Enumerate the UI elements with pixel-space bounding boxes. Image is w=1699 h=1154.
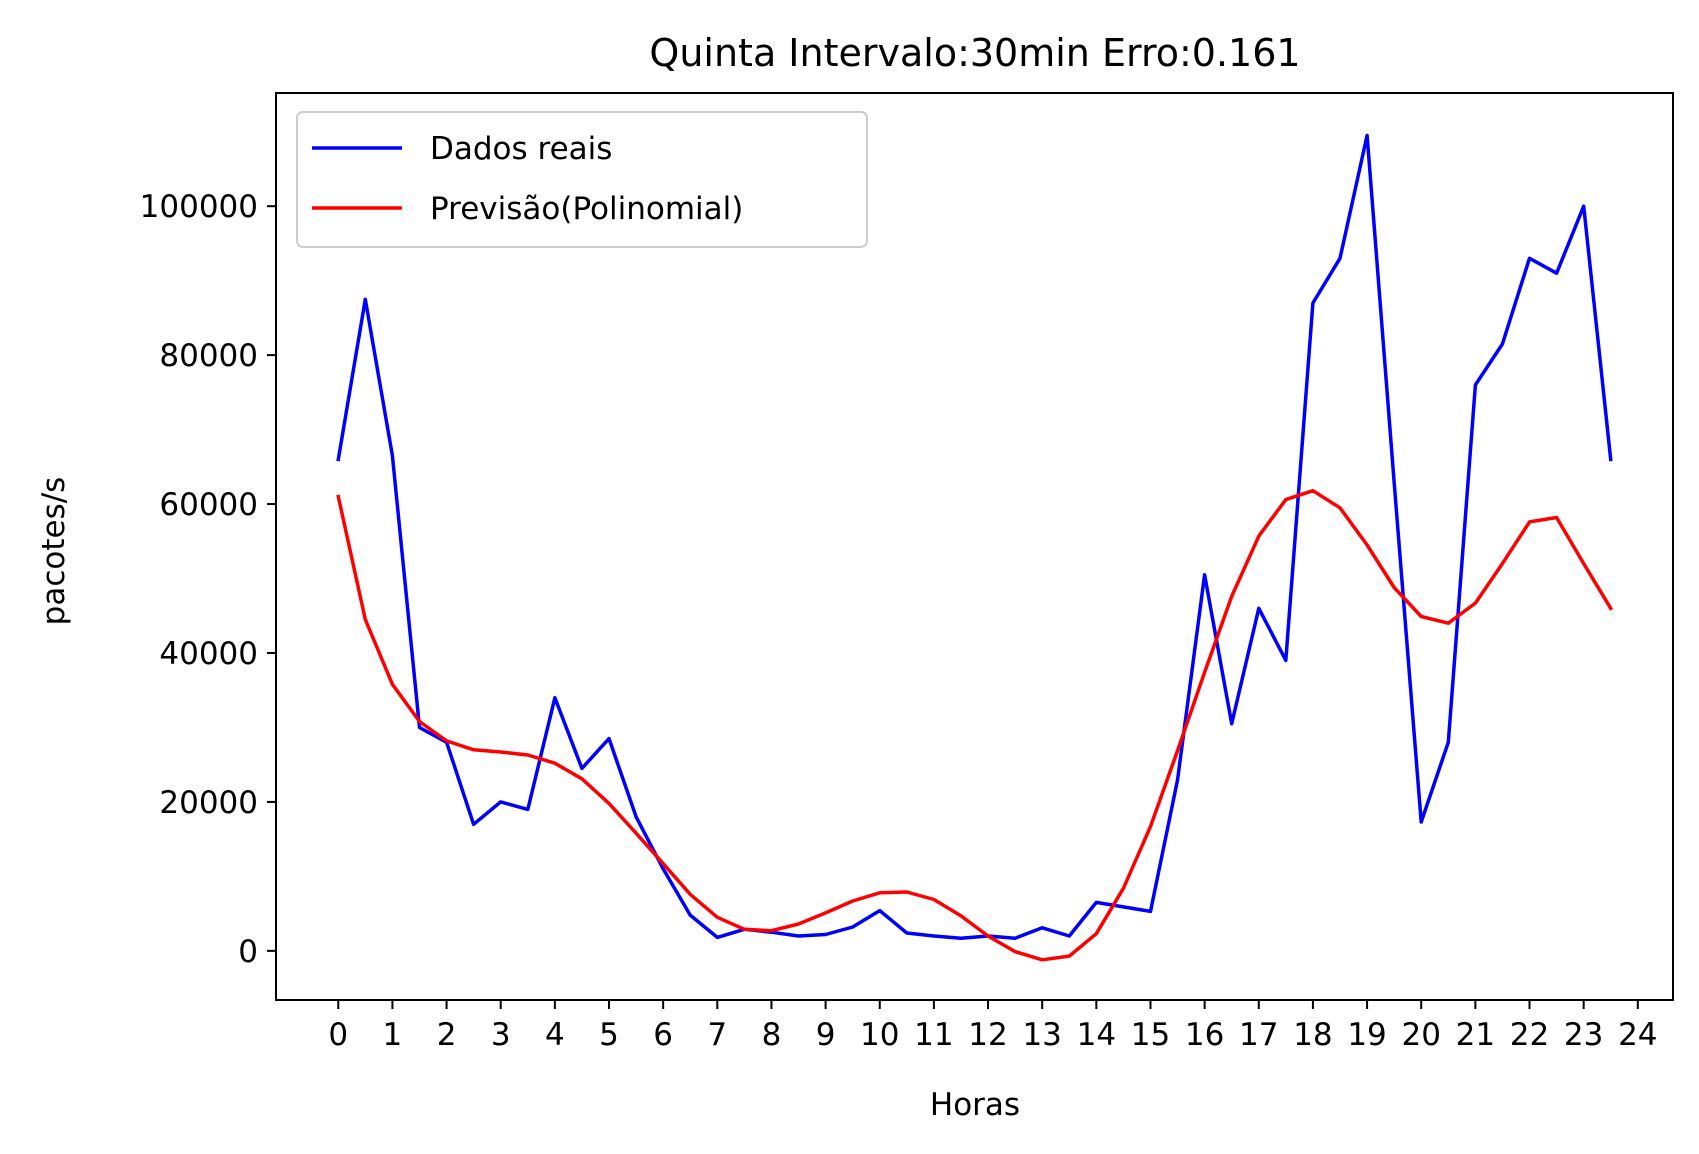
x-tick-label: 10 — [860, 1017, 899, 1053]
y-axis: 0 20000 40000 60000 80000 100000 — [140, 189, 276, 970]
x-tick-label: 6 — [653, 1017, 673, 1053]
x-tick-label: 19 — [1347, 1017, 1386, 1053]
x-axis-title: Horas — [930, 1087, 1020, 1123]
plot-area — [275, 92, 1674, 1001]
x-tick-label: 1 — [383, 1017, 403, 1053]
x-tick-label: 14 — [1077, 1017, 1116, 1053]
y-tick-label: 0 — [238, 934, 258, 970]
x-tick-label: 9 — [816, 1017, 836, 1053]
x-tick-label: 21 — [1456, 1017, 1495, 1053]
x-tick-label: 24 — [1618, 1017, 1657, 1053]
chart-title: Quinta Intervalo:30min Erro:0.161 — [649, 31, 1300, 75]
x-tick-label: 2 — [437, 1017, 457, 1053]
x-tick-label: 11 — [914, 1017, 953, 1053]
series-line-1 — [336, 488, 1614, 962]
x-axis: 0 1 2 3 4 5 6 7 8 9 10 11 12 13 14 15 16 17 18 19 20 21 22 23 24 — [328, 1000, 1658, 1053]
x-tick-label: 4 — [545, 1017, 565, 1053]
x-tick-label: 17 — [1239, 1017, 1278, 1053]
legend-label-dados-reais: Dados reais — [430, 131, 612, 167]
x-tick-label: 13 — [1022, 1017, 1061, 1053]
y-tick-label: 60000 — [159, 487, 258, 523]
x-tick-label: 12 — [968, 1017, 1007, 1053]
series-line-0 — [336, 133, 1613, 940]
x-tick-label: 15 — [1131, 1017, 1170, 1053]
y-tick-label: 40000 — [159, 636, 258, 672]
y-tick-label: 80000 — [159, 338, 258, 374]
y-axis-title: pacotes/s — [36, 477, 72, 626]
x-tick-label: 23 — [1564, 1017, 1603, 1053]
legend-frame — [296, 111, 868, 248]
legend-label-previsao: Previsão(Polinomial) — [430, 191, 743, 227]
x-tick-label: 0 — [328, 1017, 348, 1053]
x-tick-label: 7 — [707, 1017, 727, 1053]
x-tick-label: 16 — [1185, 1017, 1224, 1053]
axes-frame — [275, 92, 1674, 1001]
y-tick-label: 20000 — [159, 785, 258, 821]
x-tick-label: 22 — [1510, 1017, 1549, 1053]
y-tick-label: 100000 — [140, 189, 258, 225]
legend: Dados reais Previsão(Polinomial) — [296, 111, 868, 248]
x-tick-label: 20 — [1401, 1017, 1440, 1053]
x-tick-label: 5 — [599, 1017, 619, 1053]
x-tick-label: 18 — [1293, 1017, 1332, 1053]
x-tick-label: 8 — [762, 1017, 782, 1053]
x-tick-label: 3 — [491, 1017, 511, 1053]
